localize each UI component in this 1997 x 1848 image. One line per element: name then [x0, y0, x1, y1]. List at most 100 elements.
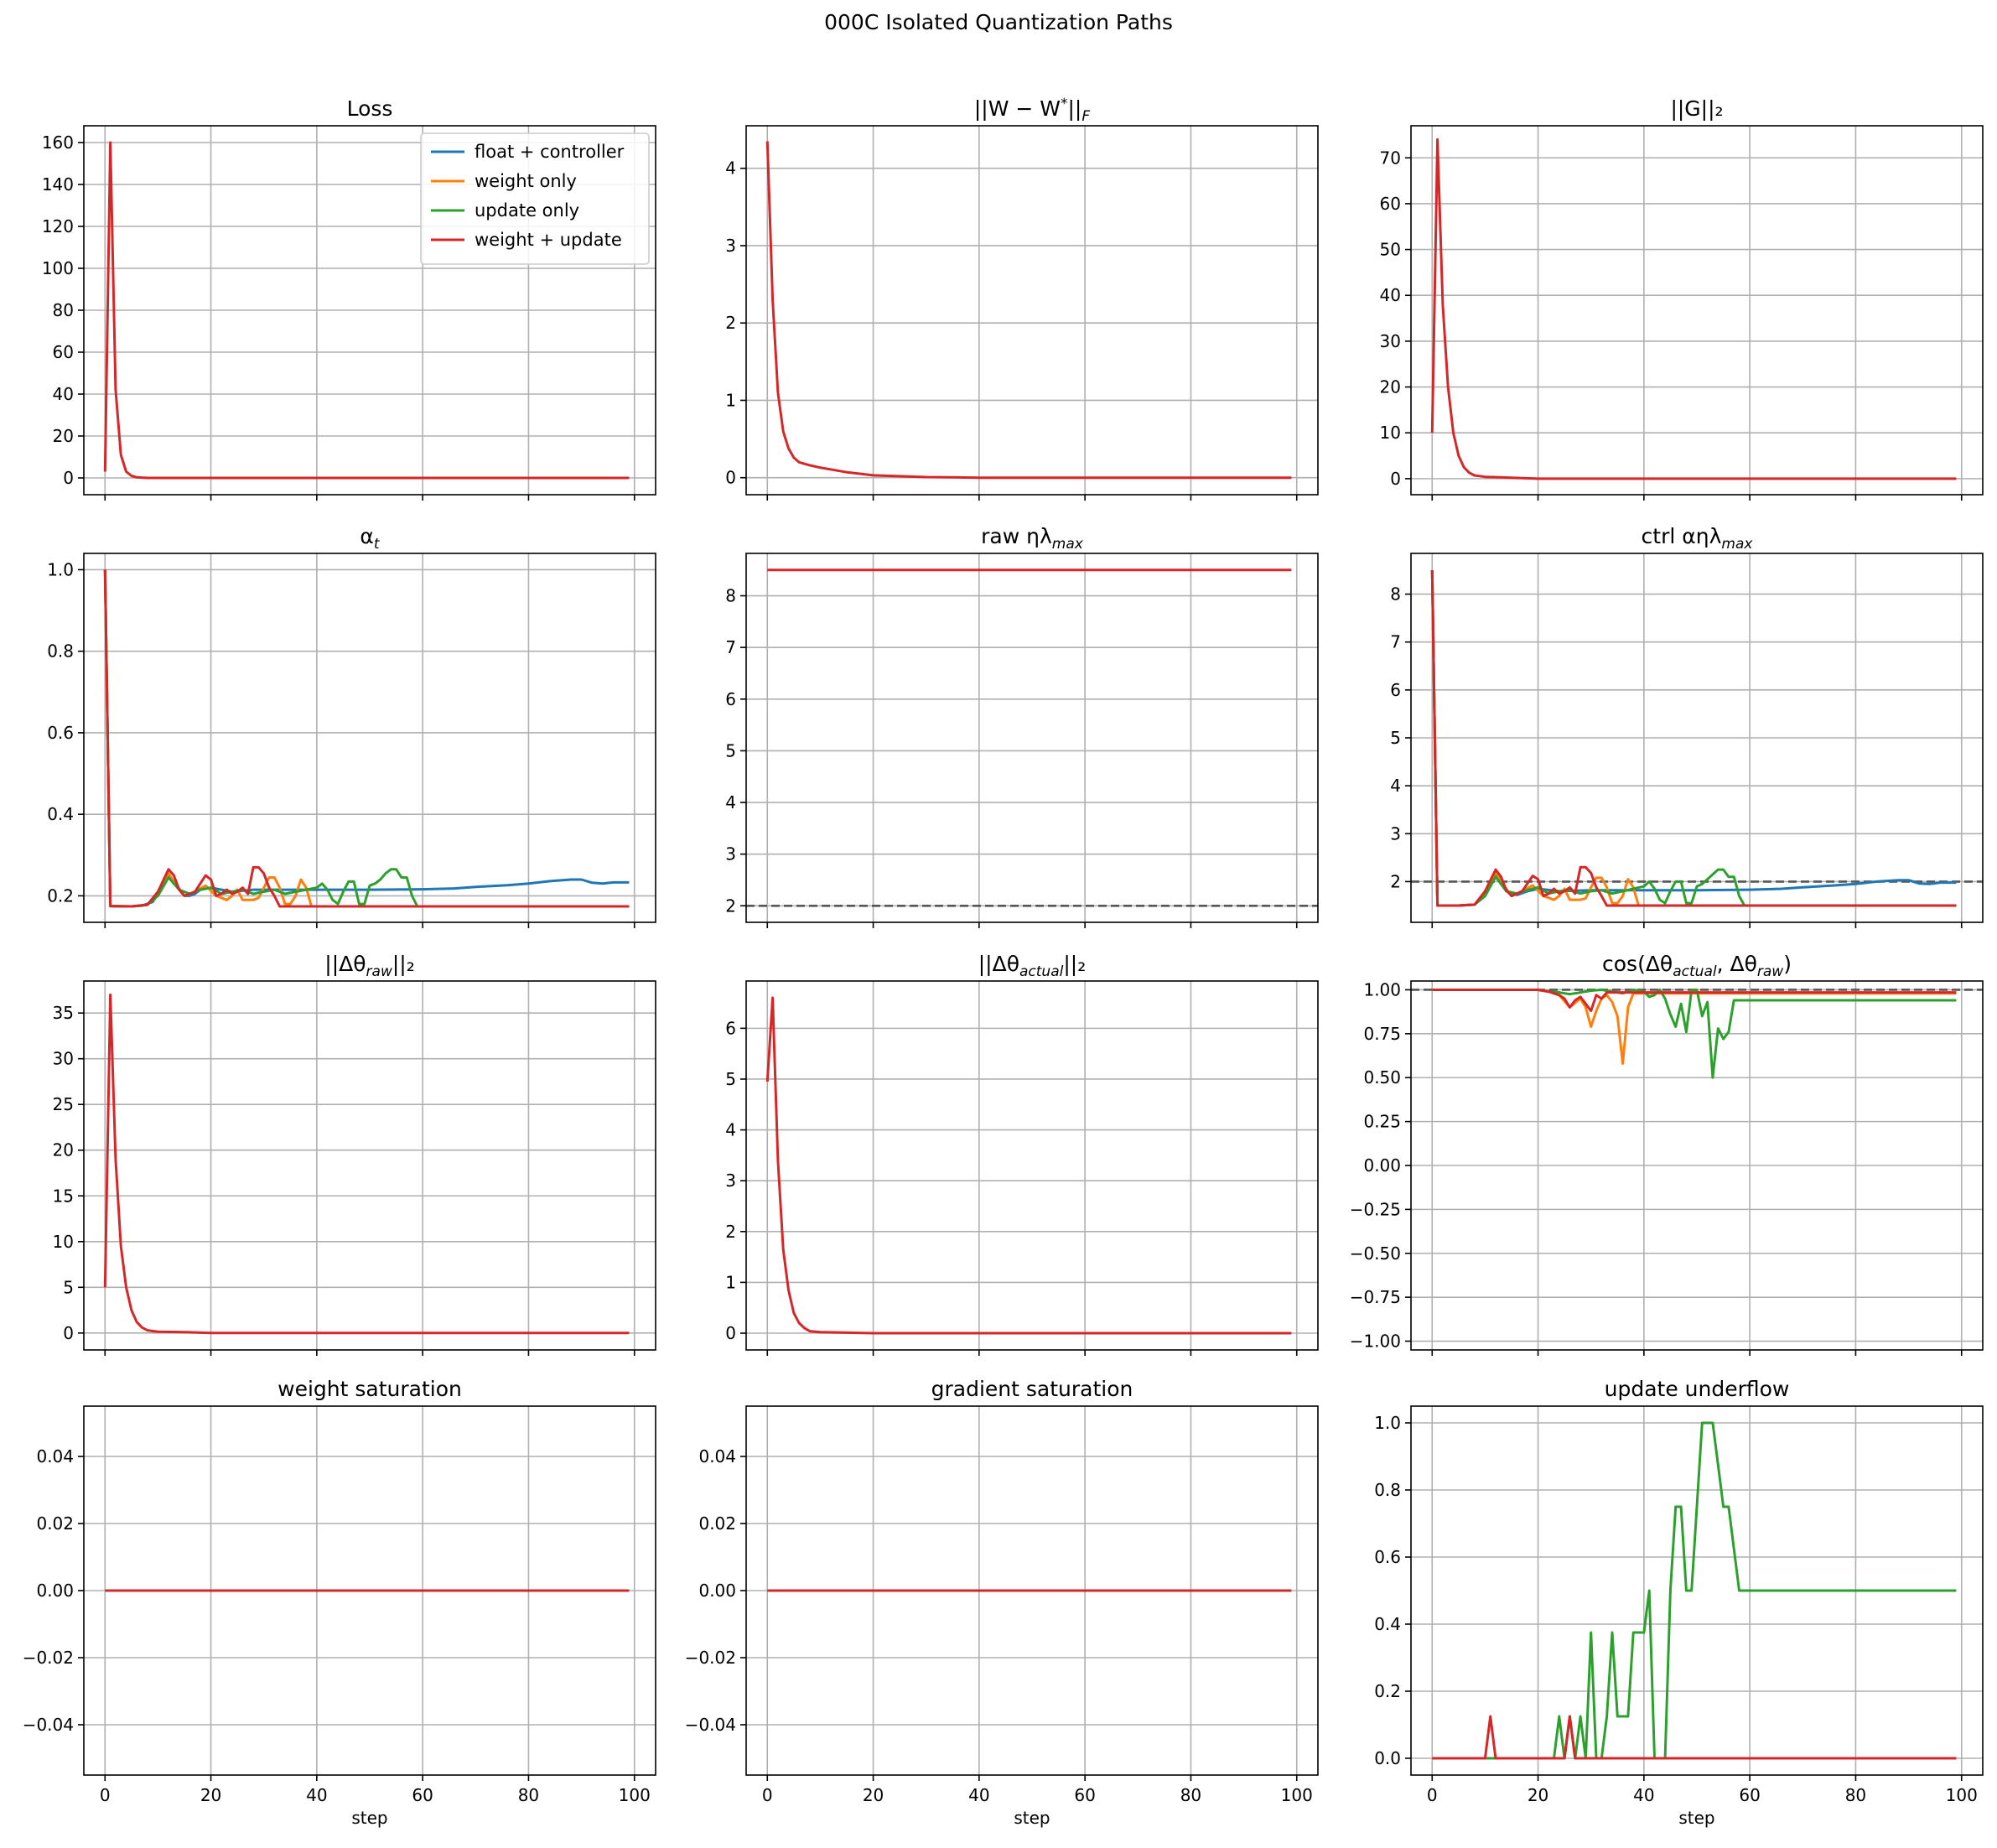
y-tick-label: 0.2 [1374, 1681, 1401, 1701]
x-tick-label: 60 [412, 1785, 433, 1805]
y-tick-label: 0.6 [47, 723, 74, 743]
subplot-10: −0.04 −0.02 0.00 0.02 0.04 0 20 40 60 80 100 step we… [23, 1377, 656, 1828]
series-line-1 [1432, 1421, 1957, 1760]
y-tick-label: 0.04 [698, 1446, 736, 1466]
y-tick-label: 1.00 [1363, 979, 1401, 999]
y-tick-label: 20 [1380, 377, 1401, 397]
subplot-title: Loss [347, 96, 393, 121]
y-tick-label: 3 [725, 844, 736, 864]
y-tick-label: 6 [1390, 680, 1401, 700]
x-tick-label: 100 [1281, 1785, 1313, 1805]
y-tick-label: 10 [1380, 423, 1401, 443]
y-tick-label: 1 [725, 390, 736, 410]
x-tick-label: 20 [200, 1785, 221, 1805]
x-tick-label: 40 [306, 1785, 327, 1805]
x-tick-label: 20 [1528, 1785, 1548, 1805]
y-tick-label: 20 [53, 1140, 74, 1160]
series-line-4 [1430, 569, 1957, 907]
y-tick-label: 60 [1380, 194, 1401, 214]
y-tick-label: 4 [725, 792, 736, 812]
legend: float + controller weight only update only… [420, 132, 650, 265]
y-tick-label: 5 [1390, 728, 1401, 748]
subplot-12: 0.0 0.2 0.4 0.6 0.8 1.0 0 20 40 60 80 100 step update… [1374, 1377, 1984, 1828]
x-tick-label: 20 [863, 1785, 884, 1805]
subplot-4: 0.2 0.4 0.6 0.8 1.0 αt [47, 524, 656, 928]
y-tick-label: 3 [725, 1171, 736, 1191]
subplot-title: update underflow [1605, 1377, 1790, 1401]
subplot-title: αt [360, 524, 380, 553]
axes-frame [1410, 125, 1984, 496]
y-tick-label: 2 [1390, 871, 1401, 891]
x-tick-label: 80 [1180, 1785, 1201, 1805]
y-tick-label: 7 [725, 637, 736, 657]
y-tick-label: 6 [725, 1018, 736, 1038]
y-tick-label: 50 [1380, 240, 1401, 260]
x-tick-label: 0 [100, 1785, 111, 1805]
y-tick-label: 1 [725, 1272, 736, 1292]
y-tick-label: 160 [42, 132, 74, 153]
subplot-9: −1.00 −0.75 −0.50 −0.25 0.00 0.25 0.50 0.75 1.00… [1350, 952, 1984, 1356]
y-tick-label: 25 [53, 1094, 74, 1114]
y-tick-label: 4 [1390, 776, 1401, 796]
series-line-3 [1430, 569, 1957, 907]
series-line-1 [103, 141, 630, 480]
x-tick-label: 100 [619, 1785, 651, 1805]
series-line-4 [103, 569, 630, 908]
axes-frame [745, 553, 1319, 923]
y-tick-label: −0.25 [1350, 1199, 1401, 1219]
y-tick-label: 15 [53, 1186, 74, 1206]
y-tick-label: 0.8 [47, 641, 74, 662]
axes-frame [83, 980, 656, 1351]
y-tick-label: 30 [1380, 331, 1401, 351]
y-tick-label: 0.00 [1363, 1155, 1401, 1176]
series-line-2 [1432, 1715, 1957, 1760]
subplot-8: 0 1 2 3 4 5 6 ||Δθactual||₂ [725, 952, 1319, 1356]
y-tick-label: 3 [1390, 823, 1401, 844]
subplot-title: ctrl αηλmax [1642, 524, 1754, 553]
y-tick-label: 4 [725, 158, 736, 179]
y-tick-label: −0.04 [23, 1715, 74, 1735]
y-tick-label: 0.02 [698, 1513, 736, 1534]
x-tick-label: 80 [1845, 1785, 1866, 1805]
subplot-2: 0 1 2 3 4 ||W − W*||F [725, 96, 1319, 501]
x-tick-label: 0 [762, 1785, 773, 1805]
y-tick-label: 1.0 [1374, 1413, 1401, 1433]
y-tick-label: 0.00 [36, 1581, 74, 1601]
y-tick-label: 5 [63, 1277, 74, 1297]
y-tick-label: 1.0 [47, 559, 74, 579]
y-tick-label: −0.02 [23, 1648, 74, 1668]
y-tick-label: 8 [725, 586, 736, 606]
y-tick-label: 0.0 [1374, 1748, 1401, 1768]
y-tick-label: 0.02 [36, 1513, 74, 1534]
x-tick-label: 60 [1739, 1785, 1760, 1805]
y-tick-label: 60 [53, 342, 74, 362]
y-tick-label: 8 [1390, 584, 1401, 605]
y-tick-label: 5 [725, 1069, 736, 1089]
y-tick-label: 40 [53, 384, 74, 404]
y-tick-label: −0.75 [1350, 1287, 1401, 1307]
y-tick-label: 10 [53, 1232, 74, 1252]
y-tick-label: 80 [53, 300, 74, 320]
subplot-7: 0 5 10 15 20 25 30 35 ||Δθraw||₂ [53, 952, 656, 1356]
legend-label: weight only [475, 171, 577, 191]
y-tick-label: 0 [725, 468, 736, 488]
series-line-1 [765, 141, 1292, 480]
y-tick-label: 4 [725, 1120, 736, 1140]
y-tick-label: 0.50 [1363, 1067, 1401, 1088]
subplot-title: ||Δθactual||₂ [978, 952, 1086, 980]
y-tick-label: 0 [63, 1323, 74, 1343]
x-tick-label: 0 [1427, 1785, 1438, 1805]
x-tick-label: 60 [1074, 1785, 1095, 1805]
y-tick-label: 100 [42, 258, 74, 278]
subplot-3: 0 10 20 30 40 50 60 70 ||G||₂ [1380, 96, 1984, 501]
subplot-title: ||W − W*||F [974, 96, 1090, 125]
x-axis-label: step [1014, 1808, 1050, 1828]
x-tick-label: 40 [1633, 1785, 1654, 1805]
subplot-title: cos(Δθactual, Δθraw) [1602, 952, 1792, 980]
y-tick-label: 20 [53, 426, 74, 446]
y-tick-label: 0.4 [1374, 1614, 1401, 1634]
subplot-5: 2 3 4 5 6 7 8 raw ηλmax [725, 524, 1319, 928]
y-tick-label: 35 [53, 1003, 74, 1023]
